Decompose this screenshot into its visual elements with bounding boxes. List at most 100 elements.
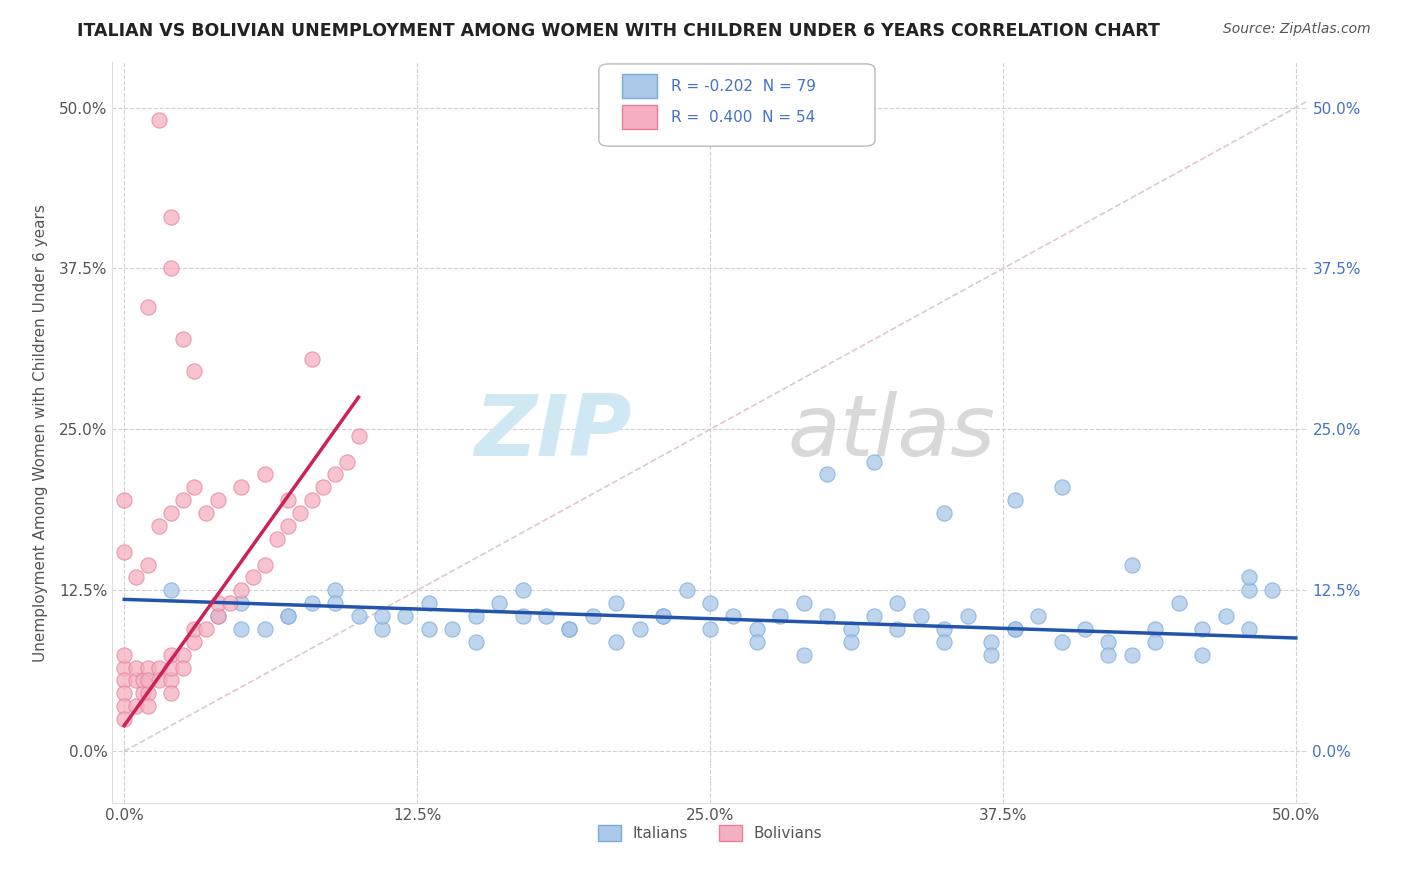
Point [136, 673, 159, 688]
Point [231, 622, 253, 636]
Point [1237, 570, 1260, 584]
Point [218, 596, 240, 610]
Point [172, 648, 194, 662]
Point [910, 609, 932, 624]
Point [441, 622, 464, 636]
Point [136, 300, 159, 314]
Point [112, 712, 135, 726]
Point [769, 609, 792, 624]
Point [1097, 648, 1119, 662]
Point [956, 609, 979, 624]
Point [253, 622, 276, 636]
Point [277, 519, 299, 533]
Text: R =  0.400  N = 54: R = 0.400 N = 54 [671, 110, 815, 125]
Point [815, 609, 838, 624]
Point [125, 660, 148, 674]
Point [1004, 622, 1026, 636]
Point [301, 596, 323, 610]
Point [418, 596, 440, 610]
Point [1191, 648, 1213, 662]
Y-axis label: Unemployment Among Women with Children Under 6 years: Unemployment Among Women with Children U… [32, 203, 48, 662]
Point [253, 558, 276, 572]
Point [1191, 622, 1213, 636]
Point [1144, 622, 1167, 636]
Point [231, 596, 253, 610]
Point [394, 609, 416, 624]
Point [160, 673, 183, 688]
Point [464, 609, 486, 624]
Text: Source: ZipAtlas.com: Source: ZipAtlas.com [1223, 22, 1371, 37]
Point [195, 622, 218, 636]
Point [125, 699, 148, 714]
Point [160, 261, 183, 276]
Point [231, 583, 253, 598]
Point [652, 609, 675, 624]
Point [934, 506, 956, 520]
Point [242, 570, 264, 584]
Point [112, 673, 135, 688]
Point [418, 622, 440, 636]
Point [605, 635, 627, 649]
Point [112, 699, 135, 714]
Point [125, 570, 148, 584]
Point [183, 364, 205, 378]
Point [172, 493, 194, 508]
Point [112, 493, 135, 508]
Point [863, 454, 886, 468]
Point [132, 686, 155, 700]
Point [1237, 622, 1260, 636]
Point [336, 454, 359, 468]
Point [1026, 609, 1049, 624]
Point [723, 609, 745, 624]
Point [136, 686, 159, 700]
Point [1121, 648, 1143, 662]
Point [512, 583, 534, 598]
Point [288, 506, 311, 520]
Point [488, 596, 510, 610]
Point [699, 596, 721, 610]
Point [1215, 609, 1237, 624]
Point [815, 467, 838, 482]
Point [534, 609, 557, 624]
Point [172, 332, 194, 346]
Text: ITALIAN VS BOLIVIAN UNEMPLOYMENT AMONG WOMEN WITH CHILDREN UNDER 6 YEARS CORRELA: ITALIAN VS BOLIVIAN UNEMPLOYMENT AMONG W… [77, 22, 1160, 40]
Point [172, 660, 194, 674]
Point [183, 622, 205, 636]
Point [112, 686, 135, 700]
Point [277, 609, 299, 624]
Point [301, 493, 323, 508]
Point [745, 622, 768, 636]
Point [605, 596, 627, 610]
Point [793, 596, 815, 610]
Point [160, 648, 183, 662]
Point [125, 673, 148, 688]
Point [207, 596, 229, 610]
Point [183, 635, 205, 649]
Point [160, 506, 183, 520]
Point [301, 351, 323, 366]
Point [160, 660, 183, 674]
FancyBboxPatch shape [621, 105, 658, 129]
Point [839, 635, 862, 649]
Point [839, 622, 862, 636]
Point [148, 673, 170, 688]
Point [582, 609, 605, 624]
Point [1237, 583, 1260, 598]
FancyBboxPatch shape [621, 74, 658, 98]
Point [1167, 596, 1189, 610]
Point [183, 480, 205, 494]
Point [195, 506, 218, 520]
Point [464, 635, 486, 649]
Point [863, 609, 886, 624]
Point [136, 660, 159, 674]
Text: ZIP: ZIP [475, 391, 633, 475]
Legend: Italians, Bolivians: Italians, Bolivians [592, 819, 828, 847]
Point [112, 545, 135, 559]
Point [207, 493, 229, 508]
Point [371, 609, 394, 624]
Point [1097, 635, 1119, 649]
Point [347, 429, 370, 443]
Point [160, 686, 183, 700]
Point [652, 609, 675, 624]
Point [1261, 583, 1284, 598]
